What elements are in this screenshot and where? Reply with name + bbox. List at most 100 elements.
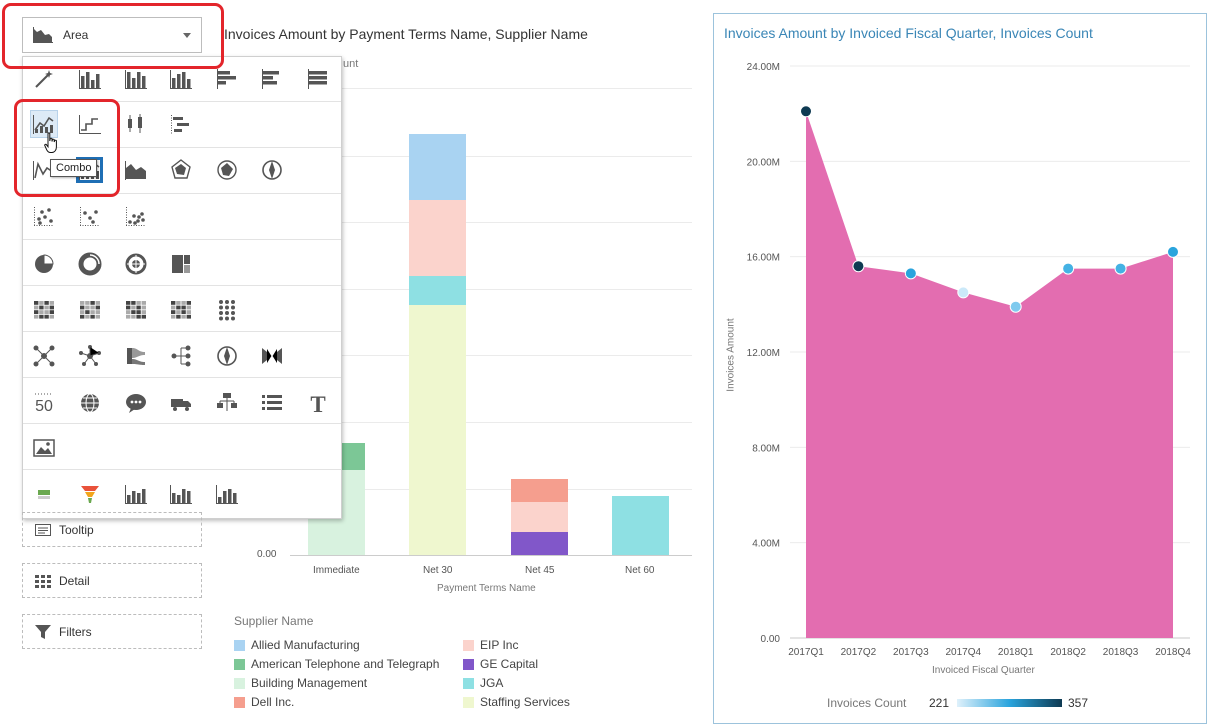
- tile-icon: 50: [35, 393, 53, 415]
- dot-grid-button[interactable]: [213, 296, 241, 324]
- bar-chart-button[interactable]: [76, 65, 104, 93]
- mini-stacked-icon: [170, 485, 192, 504]
- bubble-chart-button[interactable]: [76, 202, 104, 230]
- right-x-tick: 2017Q1: [788, 647, 824, 658]
- left-x-tick: Net 60: [625, 565, 655, 576]
- data-point[interactable]: [957, 286, 970, 299]
- data-point[interactable]: [1062, 262, 1075, 275]
- horizontal-bar-button[interactable]: [213, 65, 241, 93]
- data-point[interactable]: [1114, 262, 1127, 275]
- right-x-tick: 2018Q1: [998, 647, 1034, 658]
- data-point[interactable]: [1009, 300, 1022, 313]
- combo-chart-button[interactable]: [30, 110, 58, 138]
- pivot-button[interactable]: [30, 296, 58, 324]
- right-x-tick: 2018Q2: [1050, 647, 1086, 658]
- legend-item[interactable]: GE Capital: [463, 657, 538, 671]
- correlation-matrix-button[interactable]: [122, 389, 150, 417]
- custom-plugin-button[interactable]: [167, 389, 195, 417]
- legend-item[interactable]: JGA: [463, 676, 503, 690]
- right-y-tick: 4.00M: [752, 539, 780, 550]
- picker-row: [23, 378, 341, 424]
- sunburst-chart-button[interactable]: [122, 250, 150, 278]
- radar-bar-button[interactable]: [258, 156, 286, 184]
- drop-target-tooltip[interactable]: Tooltip: [22, 512, 202, 547]
- dot-plot-button[interactable]: [122, 202, 150, 230]
- legend-item[interactable]: Allied Manufacturing: [234, 638, 360, 652]
- parallel-coordinates-button[interactable]: [258, 342, 286, 370]
- boxplot-button[interactable]: [122, 110, 150, 138]
- mini-bar-alt-button[interactable]: [213, 480, 241, 508]
- network-icon: [33, 345, 55, 367]
- chord-diagram-icon: [217, 346, 237, 366]
- legend-item[interactable]: EIP Inc: [463, 638, 518, 652]
- auto-chart-button[interactable]: [30, 65, 58, 93]
- map-button[interactable]: [76, 389, 104, 417]
- text-button[interactable]: T: [304, 389, 332, 417]
- line-chart-button[interactable]: [30, 156, 58, 184]
- stacked-horizontal-bar-button[interactable]: [258, 65, 286, 93]
- bar-segment-eip-inc[interactable]: [409, 200, 466, 276]
- bar-segment-jga[interactable]: [409, 276, 466, 305]
- bar-segment-eip-inc[interactable]: [511, 502, 568, 532]
- right-x-tick: 2017Q2: [841, 647, 877, 658]
- heat-matrix-button[interactable]: [122, 296, 150, 324]
- hand-cursor-icon: [44, 132, 57, 153]
- area-chart-button[interactable]: [122, 156, 150, 184]
- mini-stacked-button[interactable]: [167, 480, 195, 508]
- legend-item[interactable]: Dell Inc.: [234, 695, 294, 709]
- tile-button[interactable]: 50: [30, 389, 58, 417]
- legend-swatch: [463, 658, 474, 670]
- data-point[interactable]: [904, 267, 917, 280]
- bar-segment-dell-inc[interactable]: [511, 479, 568, 502]
- scatter-chart-button[interactable]: [30, 202, 58, 230]
- data-point[interactable]: [800, 105, 812, 118]
- legend-label: Building Management: [251, 676, 368, 690]
- legend-item[interactable]: Building Management: [234, 676, 367, 690]
- radar-area-button[interactable]: [213, 156, 241, 184]
- drop-target-filters[interactable]: Filters: [22, 614, 202, 649]
- bar-segment-american-telephone[interactable]: [342, 443, 365, 470]
- tree-button[interactable]: [213, 389, 241, 417]
- bar-segment-allied-manufacturing[interactable]: [409, 134, 466, 200]
- area-series[interactable]: [806, 111, 1173, 639]
- network-radial-button[interactable]: [76, 342, 104, 370]
- treemap-button[interactable]: [167, 250, 195, 278]
- data-point[interactable]: [1167, 245, 1179, 258]
- bar-segment-ge-capital[interactable]: [511, 532, 568, 555]
- pie-chart-button[interactable]: [30, 250, 58, 278]
- drop-target-detail[interactable]: Detail: [22, 563, 202, 598]
- chart-type-dropdown[interactable]: Area: [22, 17, 202, 53]
- data-point[interactable]: [852, 260, 865, 273]
- radar-line-button[interactable]: [167, 156, 195, 184]
- dot-plot-icon: [126, 207, 146, 226]
- image-icon: [33, 439, 55, 457]
- bar-segment-jga[interactable]: [612, 496, 669, 555]
- mini-bar-button[interactable]: [122, 480, 150, 508]
- tile-matrix-button[interactable]: [167, 296, 195, 324]
- progress-button[interactable]: [30, 480, 58, 508]
- horizontal-bar-100-button[interactable]: [304, 65, 332, 93]
- stacked-bar-button[interactable]: [122, 65, 150, 93]
- chord-diagram-button[interactable]: [213, 342, 241, 370]
- legend-item[interactable]: Staffing Services: [463, 695, 570, 709]
- area-chart: 0.00 4.00M 8.00M 12.00M 16.00M 20.00M 24.00M 20…: [747, 62, 1192, 658]
- donut-chart-button[interactable]: [76, 250, 104, 278]
- left-chart-ylabel-fragment: unt: [343, 58, 359, 70]
- treemap-icon: [172, 255, 190, 273]
- network-button[interactable]: [30, 342, 58, 370]
- table-icon: [80, 301, 100, 319]
- right-y-tick: 24.00M: [747, 62, 780, 73]
- tree-diagram-button[interactable]: [167, 342, 195, 370]
- table-button[interactable]: [76, 296, 104, 324]
- color-legend-title: Invoices Count: [827, 696, 907, 710]
- sankey-button[interactable]: [122, 342, 150, 370]
- text-icon: T: [310, 392, 325, 415]
- list-button[interactable]: [258, 389, 286, 417]
- stacked-bar-100-button[interactable]: [167, 65, 195, 93]
- image-button[interactable]: [30, 434, 58, 462]
- timeline-button[interactable]: [167, 110, 195, 138]
- legend-item[interactable]: American Telephone and Telegraph: [234, 657, 439, 671]
- bar-segment-staffing-services[interactable]: [409, 305, 466, 555]
- funnel-button[interactable]: [76, 480, 104, 508]
- step-chart-button[interactable]: [76, 110, 104, 138]
